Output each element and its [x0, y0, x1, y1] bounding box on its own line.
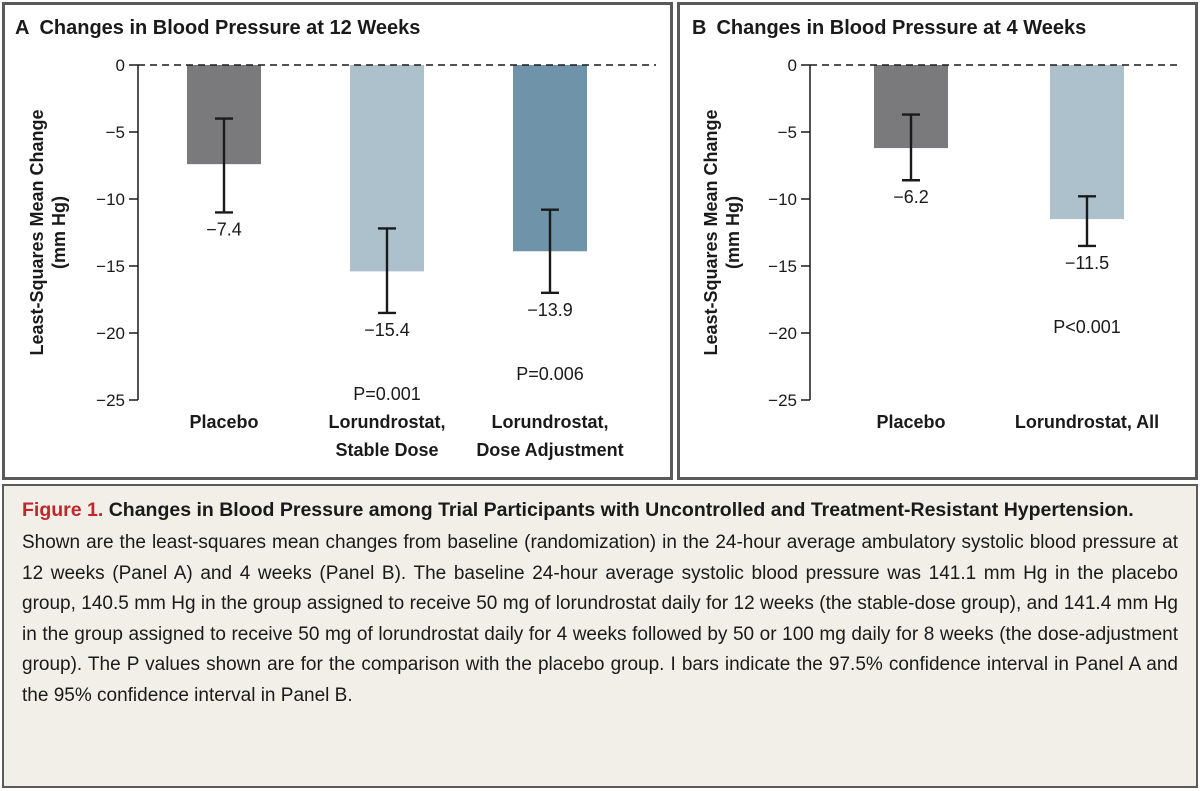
panel-b-title: B Changes in Blood Pressure at 4 Weeks [692, 17, 1086, 40]
y-tick-label-1: −5 [778, 123, 797, 142]
value-label-1: −15.4 [364, 320, 410, 340]
y-axis-label-line-0: Least-Squares Mean Change [27, 109, 47, 355]
bar-1 [1050, 65, 1124, 220]
caption-title: Figure 1. Changes in Blood Pressure amon… [22, 496, 1178, 524]
category-label-1-1: Stable Dose [335, 440, 438, 460]
y-tick-label-1: −5 [106, 123, 125, 142]
value-label-0: −7.4 [206, 219, 242, 239]
category-label-2-0: Lorundrostat, [492, 412, 609, 432]
p-value-label-1: P<0.001 [1053, 317, 1121, 337]
category-label-0-0: Placebo [876, 412, 945, 432]
y-tick-label-4: −20 [768, 324, 797, 343]
y-tick-label-2: −10 [768, 190, 797, 209]
caption-title-text: Changes in Blood Pressure among Trial Pa… [108, 499, 1134, 521]
y-tick-label-2: −10 [96, 190, 125, 209]
y-tick-label-0: 0 [116, 56, 125, 75]
value-label-1: −11.5 [1065, 253, 1109, 273]
y-axis-label-line-1: (mm Hg) [49, 196, 69, 269]
category-label-1-0: Lorundrostat, [329, 412, 446, 432]
y-tick-label-4: −20 [96, 324, 125, 343]
category-label-0-0: Placebo [189, 412, 258, 432]
chart-b: 0 −5 −10 −15 −20 −25 Least-Squares Mean Change… [701, 56, 1180, 432]
caption-body: Shown are the least-squares mean changes… [22, 532, 1178, 706]
panel-a-title: A Changes in Blood Pressure at 12 Weeks [15, 17, 420, 40]
y-axis-label-line-0: Least-Squares Mean Change [701, 109, 721, 355]
figure-caption: Figure 1. Changes in Blood Pressure amon… [2, 484, 1198, 788]
value-label-0: −6.2 [893, 187, 929, 207]
y-tick-label-0: 0 [788, 56, 797, 75]
y-tick-label-3: −15 [768, 257, 797, 276]
p-value-label-2: P=0.006 [516, 364, 584, 384]
value-label-2: −13.9 [527, 300, 573, 320]
panel-b-title-text: Changes in Blood Pressure at 4 Weeks [716, 17, 1087, 39]
category-label-2-1: Dose Adjustment [476, 440, 623, 460]
panel-a-title-text: Changes in Blood Pressure at 12 Weeks [39, 17, 421, 39]
caption-figure-number: Figure 1. [22, 499, 104, 521]
panel-b: B Changes in Blood Pressure at 4 Weeks 0 −… [677, 2, 1198, 480]
y-tick-label-3: −15 [96, 257, 125, 276]
panel-a-letter: A [15, 17, 30, 39]
y-tick-label-5: −25 [96, 391, 125, 410]
y-tick-label-5: −25 [768, 391, 797, 410]
panel-b-letter: B [692, 17, 707, 39]
p-value-label-1: P=0.001 [353, 384, 421, 404]
category-label-1-0: Lorundrostat, All [1015, 412, 1159, 432]
y-axis-label-line-1: (mm Hg) [723, 196, 743, 269]
chart-a: 0 −5 −10 −15 −20 −25 Least-Squares Mean Change… [27, 56, 656, 460]
panel-a: A Changes in Blood Pressure at 12 Weeks 0… [2, 2, 673, 480]
